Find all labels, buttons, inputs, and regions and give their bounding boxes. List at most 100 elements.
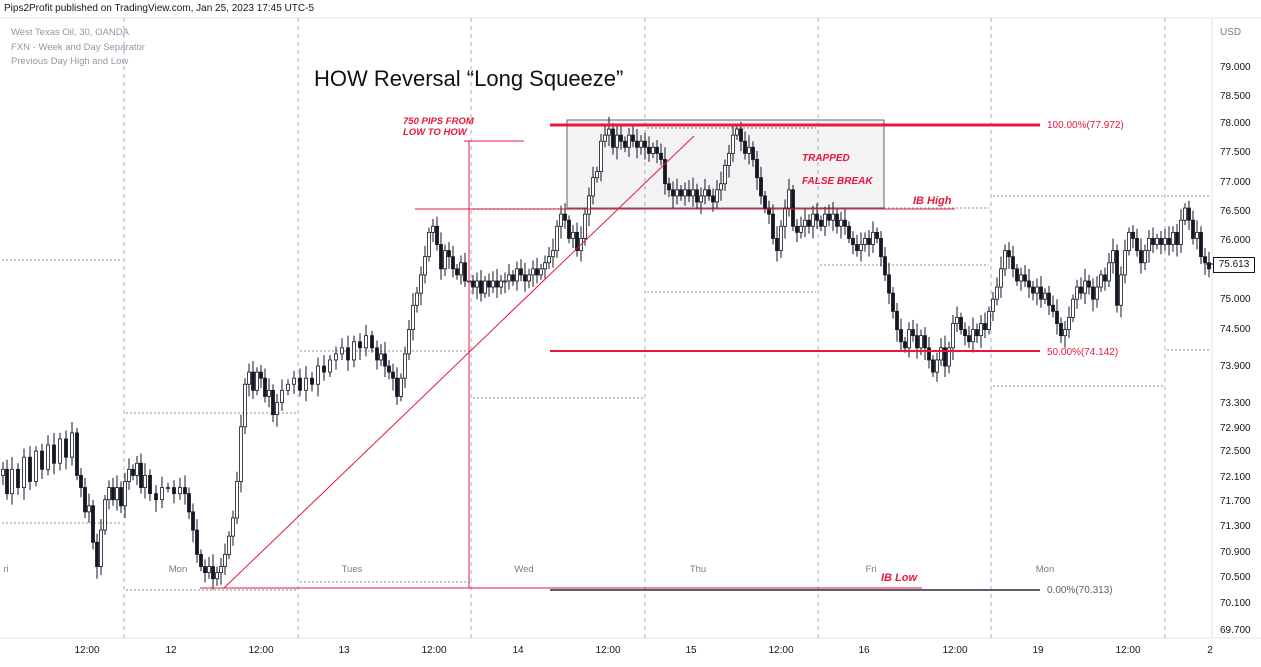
candle-body [911, 329, 915, 337]
candle-body [503, 280, 507, 283]
currency-label: USD [1220, 27, 1241, 38]
candle-body [475, 280, 479, 288]
candle-body [286, 383, 290, 391]
candle-body [87, 505, 91, 513]
candle-body [1099, 274, 1103, 288]
price-tick-label: 71.300 [1220, 521, 1251, 532]
candle-body [364, 335, 368, 349]
candle-body [191, 511, 195, 531]
candle-body [1071, 298, 1075, 318]
candle-body [1175, 231, 1179, 245]
candle-body [203, 566, 207, 574]
candle-body [987, 310, 991, 330]
candle-body [919, 335, 923, 349]
candle-body [91, 505, 95, 543]
price-tick-label: 76.500 [1220, 206, 1251, 217]
pips-label: 750 PIPS FROM [403, 116, 475, 127]
candle-body [447, 250, 451, 258]
time-tick-label: 12:00 [595, 645, 620, 656]
candle-body [943, 347, 947, 367]
candle-body [587, 195, 591, 215]
candle-body [195, 529, 199, 555]
candle-body [1135, 238, 1139, 251]
candle-body [619, 134, 623, 142]
candle-body [667, 183, 671, 191]
price-tick-label: 75.000 [1220, 294, 1251, 305]
fib-100-label: 100.00%(77.972) [1047, 120, 1124, 131]
candle-body [907, 329, 911, 349]
candle-body [243, 383, 247, 428]
candle-body [583, 213, 587, 239]
candle-body [1015, 268, 1019, 282]
candle-body [663, 159, 667, 185]
candle-body [443, 250, 447, 270]
candle-body [631, 134, 635, 142]
candle-body [947, 347, 951, 367]
candle-body [1059, 323, 1063, 337]
price-tick-label: 72.500 [1220, 446, 1251, 457]
candle-body [148, 475, 152, 495]
candle-body [831, 213, 835, 221]
candle-body [1075, 286, 1079, 300]
candle-body [131, 468, 135, 476]
price-tick-label: 74.500 [1220, 324, 1251, 335]
candle-body [1051, 304, 1055, 312]
candle-body [655, 146, 659, 154]
candle-body [571, 231, 575, 239]
candle-body [811, 213, 815, 227]
candle-body [1171, 231, 1175, 245]
candle-body [103, 499, 107, 531]
candle-body [1083, 280, 1087, 294]
candle-body [867, 238, 871, 245]
day-label: ri [3, 564, 8, 575]
candle-body [823, 213, 827, 227]
price-tick-label: 78.500 [1220, 91, 1251, 102]
candle-body [58, 438, 62, 464]
candle-body [75, 432, 79, 476]
time-tick-label: 19 [1032, 645, 1044, 656]
symbol-label: West Texas Oil, 30, OANDA [11, 27, 129, 38]
candle-body [352, 341, 356, 361]
candle-body [1003, 250, 1007, 270]
candle-body [451, 256, 455, 270]
candle-body [223, 553, 227, 567]
candle-body [383, 353, 387, 367]
candle-body [703, 189, 707, 197]
candle-body [28, 456, 32, 482]
candle-body [1111, 250, 1115, 264]
price-tick-label: 70.900 [1220, 547, 1251, 558]
candle-body [172, 487, 176, 495]
candle-body [647, 146, 651, 154]
candle-body [403, 353, 407, 379]
candle-body [959, 317, 963, 330]
candle-body [1207, 262, 1211, 270]
price-tick-label: 70.100 [1220, 598, 1251, 609]
candle-body [671, 189, 675, 197]
candle-body [1023, 274, 1027, 282]
candle-body [743, 140, 747, 154]
candle-body [859, 244, 863, 251]
candle-body [239, 426, 243, 482]
candle-body [1, 468, 5, 476]
candle-body [334, 353, 338, 361]
candle-body [683, 189, 687, 197]
candle-body [391, 371, 395, 379]
candle-body [463, 262, 467, 282]
trapped-label: TRAPPED [802, 153, 850, 164]
candle-body [899, 329, 903, 343]
candle-body [707, 189, 711, 197]
candle-body [531, 268, 535, 276]
candle-body [699, 195, 703, 203]
candle-body [979, 323, 983, 337]
candle-body [791, 189, 795, 227]
candle-body [895, 310, 899, 330]
candle-body [1087, 280, 1091, 288]
trend-line [223, 135, 695, 589]
candle-body [767, 207, 771, 215]
candle-body [595, 171, 599, 179]
candle-body [154, 493, 158, 501]
candle-body [199, 553, 203, 567]
candle-body [539, 268, 543, 276]
candle-body [1027, 280, 1031, 288]
